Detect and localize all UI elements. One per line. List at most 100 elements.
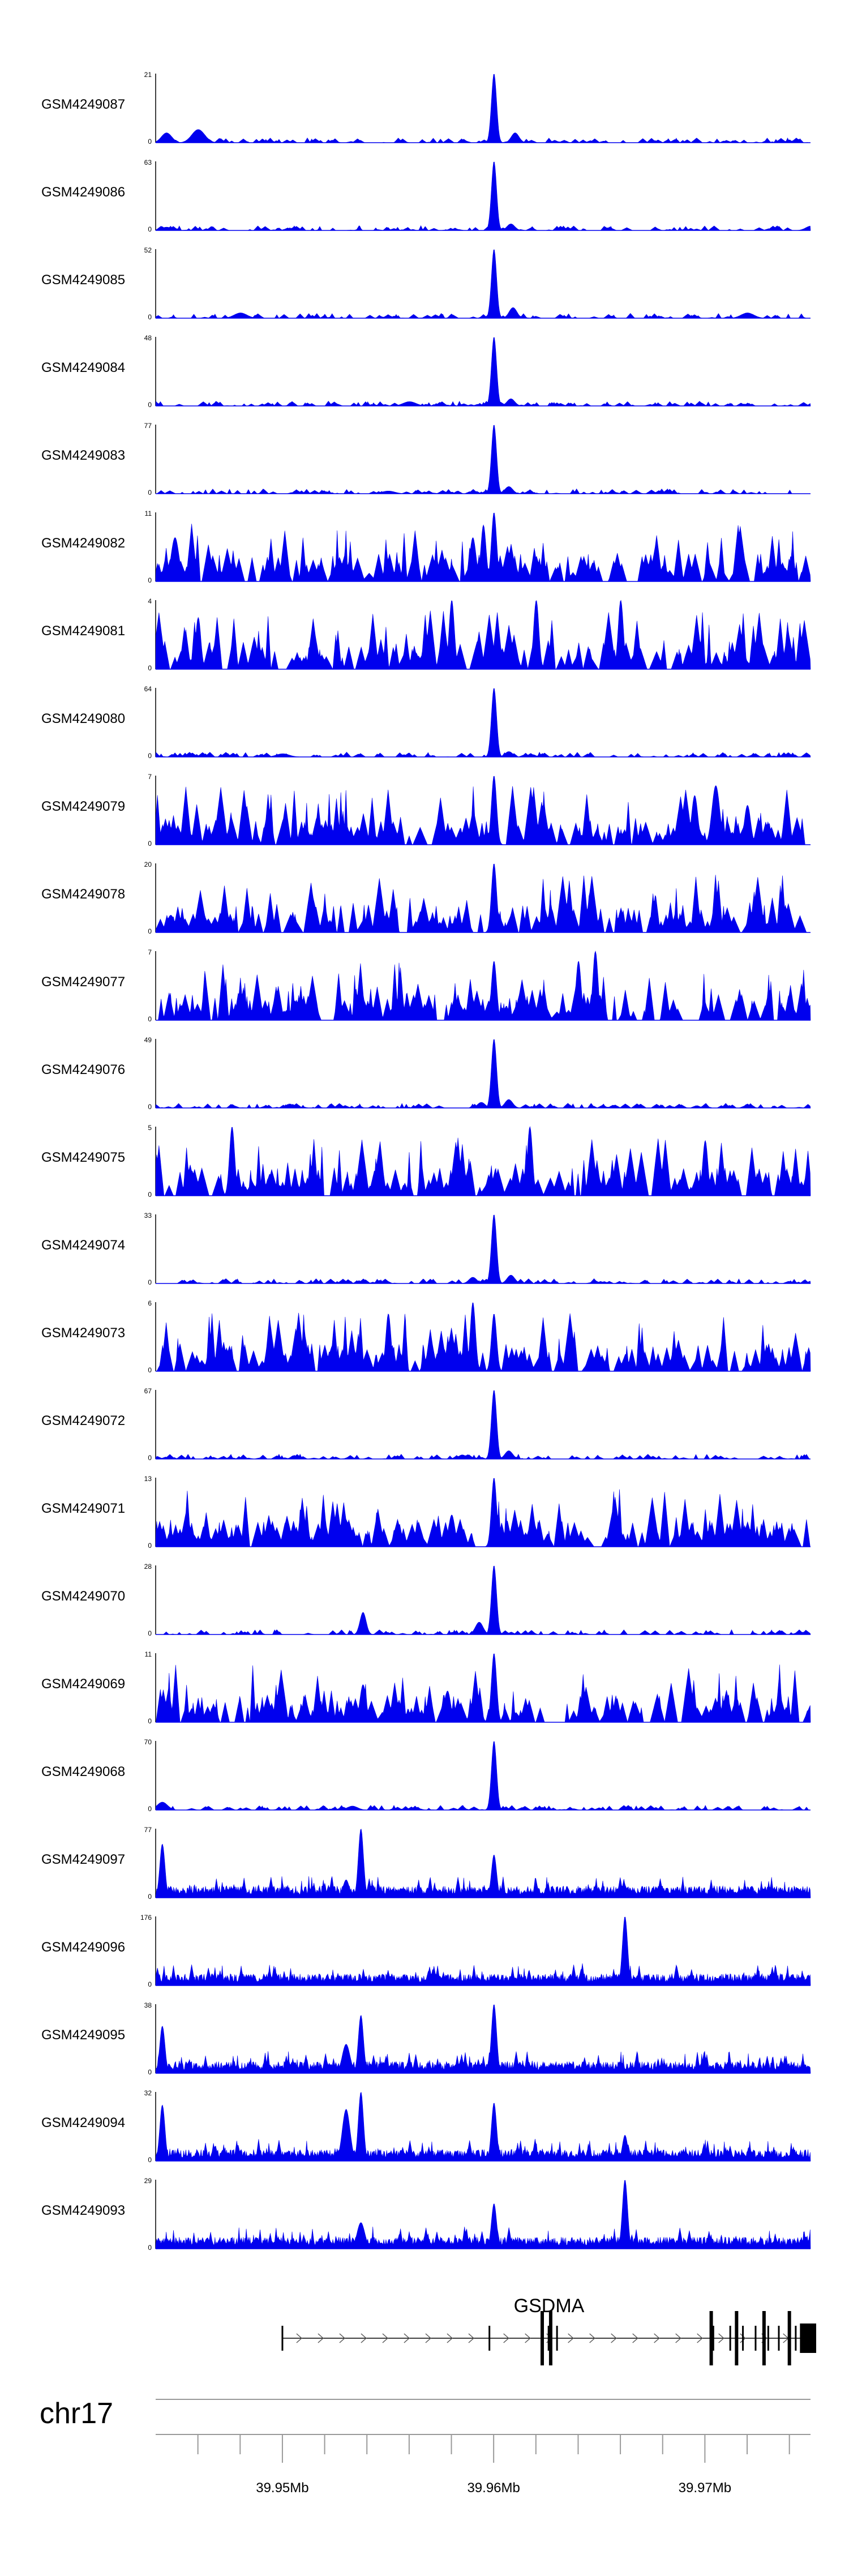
- track-ymax-label: 21: [144, 71, 152, 79]
- gene-exon-coding: [541, 2311, 544, 2365]
- track-ymin-label: 0: [148, 1366, 152, 1374]
- track-label: GSM4249084: [41, 360, 125, 375]
- track-coverage-area: [155, 1829, 811, 1898]
- track-GSM4249084: GSM4249084 48 0: [41, 334, 811, 409]
- track-coverage-area: [156, 951, 811, 1021]
- track-coverage-area: [155, 600, 811, 670]
- track-ymin-label: 0: [148, 840, 152, 848]
- track-coverage-area: [155, 74, 811, 143]
- track-ymax-label: 77: [144, 1826, 152, 1834]
- track-GSM4249085: GSM4249085 52 0: [41, 246, 811, 321]
- gene-exon: [488, 2326, 491, 2351]
- track-label: GSM4249083: [41, 448, 125, 463]
- track-ymax-label: 32: [144, 2089, 152, 2097]
- gene-strand-arrow: [611, 2333, 617, 2343]
- axis-ticks: 39.95Mb 39.96Mb 39.97Mb: [197, 2434, 790, 2496]
- track-ymin-label: 0: [148, 2156, 152, 2164]
- track-label: GSM4249081: [41, 623, 125, 639]
- track-GSM4249082: GSM4249082 11 0: [41, 510, 811, 584]
- ideogram-track: chr17: [40, 2397, 811, 2430]
- track-label: GSM4249075: [41, 1150, 125, 1165]
- track-coverage-area: [155, 1039, 811, 1109]
- track-ymin-label: 0: [148, 225, 152, 233]
- gene-strand-arrow: [447, 2333, 453, 2343]
- track-ymin-label: 0: [148, 1805, 152, 1813]
- gene-exon: [795, 2326, 797, 2351]
- gene-exon: [556, 2326, 558, 2351]
- track-ymin-label: 0: [148, 1980, 152, 1988]
- gene-strand-arrow: [468, 2333, 474, 2343]
- track-ymin-label: 0: [148, 927, 152, 935]
- track-ymax-label: 11: [145, 510, 152, 517]
- track-ymax-label: 49: [144, 1036, 152, 1044]
- track-coverage-area: [155, 1126, 811, 1196]
- track-ymin-label: 0: [148, 138, 152, 146]
- gene-strand-arrow: [697, 2333, 703, 2343]
- track-ymax-label: 64: [144, 685, 152, 693]
- gene-strand-arrow: [654, 2333, 660, 2343]
- track-coverage-area: [156, 1214, 811, 1284]
- axis-tick-label: 39.97Mb: [679, 2480, 731, 2496]
- gene-strand-arrow: [339, 2333, 345, 2343]
- track-label: GSM4249078: [41, 887, 125, 902]
- track-label: GSM4249074: [41, 1238, 125, 1253]
- gene-exon: [778, 2326, 780, 2351]
- track-GSM4249070: GSM4249070 28 0: [41, 1563, 811, 1637]
- track-GSM4249087: GSM4249087 21 0: [41, 71, 811, 146]
- axis-tick-label: 39.96Mb: [467, 2480, 520, 2496]
- track-ymin-label: 0: [148, 576, 152, 584]
- track-ymax-label: 52: [144, 246, 152, 254]
- gene-exon-coding: [762, 2311, 766, 2365]
- gene-strand-arrow: [718, 2333, 724, 2343]
- track-ymax-label: 70: [144, 1738, 152, 1746]
- genome-axis: 39.95Mb 39.96Mb 39.97Mb: [156, 2434, 811, 2496]
- gene-strand-arrow: [568, 2333, 574, 2343]
- track-ymax-label: 7: [148, 948, 152, 956]
- track-ymax-label: 5: [148, 1124, 152, 1132]
- track-coverage-area: [155, 863, 811, 934]
- track-coverage-area: [155, 1916, 811, 1986]
- track-label: GSM4249097: [41, 1852, 125, 1867]
- gene-strand-arrow: [382, 2333, 388, 2343]
- track-GSM4249068: GSM4249068 70 0: [41, 1738, 811, 1813]
- track-GSM4249071: GSM4249071 13 0: [41, 1475, 811, 1550]
- gene-strand-arrow: [404, 2333, 410, 2343]
- track-coverage-area: [156, 1653, 811, 1723]
- gene-strand-arrow: [632, 2333, 638, 2343]
- track-label: GSM4249076: [41, 1062, 125, 1077]
- axis-tick-label: 39.95Mb: [256, 2480, 308, 2496]
- track-GSM4249079: GSM4249079 7 0: [41, 773, 811, 848]
- track-ymin-label: 0: [148, 1893, 152, 1901]
- track-ymin-label: 0: [148, 2244, 152, 2252]
- track-ymax-label: 176: [140, 1914, 152, 1922]
- track-GSM4249096: GSM4249096 176 0: [41, 1914, 811, 1988]
- track-ymax-label: 48: [144, 334, 152, 342]
- gene-strand-arrow: [361, 2333, 367, 2343]
- track-GSM4249074: GSM4249074 33 0: [41, 1212, 811, 1286]
- gene-strand-arrow: [296, 2333, 302, 2343]
- track-ymax-label: 38: [144, 2001, 152, 2009]
- track-coverage-area: [155, 1741, 811, 1811]
- track-GSM4249073: GSM4249073 6 0: [41, 1299, 811, 1374]
- gene-exon: [547, 2326, 550, 2351]
- gene-strand-arrow: [740, 2333, 746, 2343]
- track-ymax-label: 13: [144, 1475, 152, 1483]
- gene-exon: [754, 2326, 757, 2351]
- track-coverage-area: [155, 337, 811, 406]
- track-coverage-area: [156, 1565, 811, 1635]
- track-coverage-area: [155, 512, 811, 583]
- gene-strand-arrow: [318, 2333, 324, 2343]
- track-label: GSM4249087: [41, 97, 125, 112]
- track-label: GSM4249070: [41, 1589, 125, 1604]
- track-coverage-area: [155, 161, 811, 231]
- gene-exon: [767, 2326, 769, 2351]
- track-ymin-label: 0: [148, 1191, 152, 1199]
- gene-strand-arrow: [503, 2333, 509, 2343]
- track-GSM4249080: GSM4249080 64 0: [41, 685, 811, 760]
- gene-exon-coding: [787, 2311, 791, 2365]
- track-ymax-label: 77: [144, 422, 152, 430]
- track-GSM4249095: GSM4249095 38 0: [41, 2001, 811, 2076]
- chromosome-label: chr17: [40, 2397, 113, 2430]
- track-label: GSM4249096: [41, 1940, 125, 1955]
- track-coverage-area: [155, 776, 811, 846]
